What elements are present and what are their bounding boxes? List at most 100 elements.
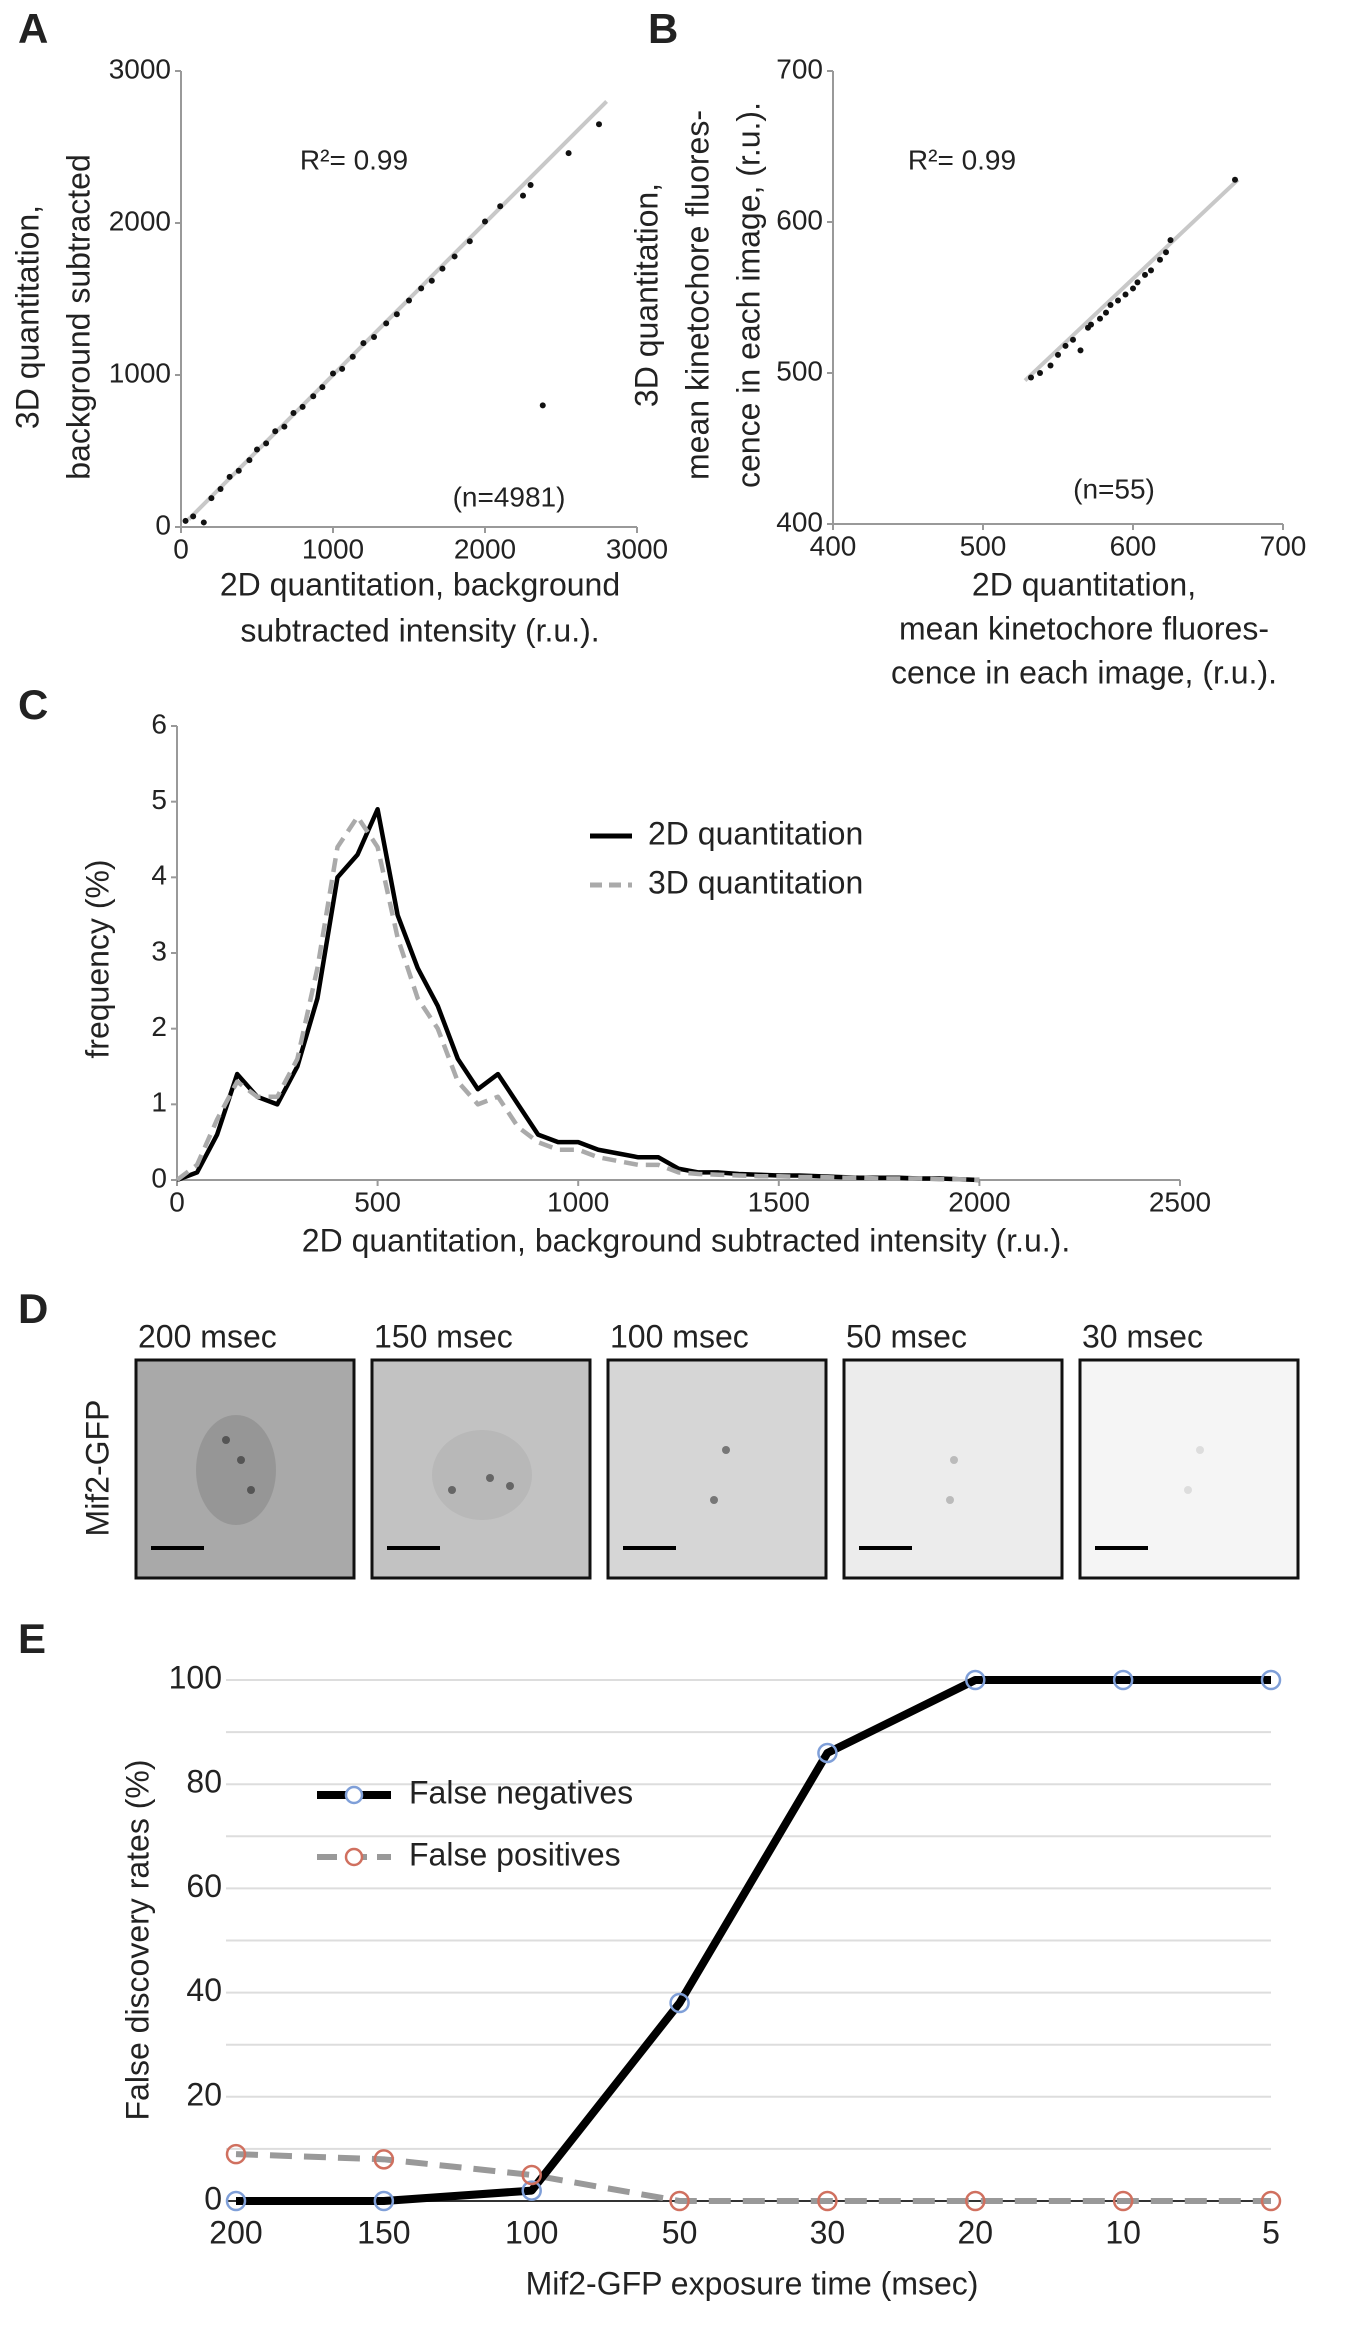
image-label: 100 msec	[610, 1318, 749, 1354]
y-axis-label: mean kinetochore fluores-	[679, 110, 715, 480]
micrograph	[606, 1358, 828, 1580]
legend-label: 3D quantitation	[648, 864, 863, 900]
point	[254, 446, 260, 453]
point	[200, 519, 207, 526]
point	[190, 513, 197, 520]
x-tick-label: 20	[957, 2214, 993, 2250]
x-tick-label: 1000	[547, 1186, 609, 1217]
point	[451, 253, 458, 260]
y-tick-label: 5	[151, 784, 167, 815]
point	[497, 203, 504, 210]
point	[393, 311, 400, 318]
y-tick-label: 2000	[109, 205, 171, 236]
point	[1134, 279, 1141, 286]
y-axis-label: False discovery rates (%)	[119, 1760, 155, 2121]
x-tick-label: 2000	[454, 533, 516, 564]
x-tick-label: 500	[354, 1186, 401, 1217]
panel-letter: E	[18, 1615, 46, 1662]
y-tick-label: 0	[151, 1162, 167, 1193]
point	[565, 150, 572, 157]
point	[226, 473, 233, 480]
spot	[506, 1482, 514, 1490]
y-tick-label: 0	[155, 509, 171, 540]
spot	[222, 1436, 230, 1444]
point	[383, 320, 390, 327]
point	[1070, 336, 1076, 343]
point	[521, 2180, 542, 2201]
image-label: 50 msec	[846, 1318, 967, 1354]
point	[290, 410, 297, 416]
x-tick-label: 50	[662, 2214, 698, 2250]
x-tick-label: 0	[169, 1186, 185, 1217]
y-tick-label: 60	[186, 1868, 222, 1904]
point	[539, 402, 546, 409]
point	[965, 2190, 986, 2212]
point	[817, 1742, 838, 1764]
x-tick-label: 150	[357, 2214, 410, 2250]
y-tick-label: 0	[204, 2180, 222, 2216]
point	[330, 370, 336, 377]
point	[428, 277, 435, 284]
point	[520, 192, 526, 199]
x-tick-label: 30	[810, 2214, 846, 2250]
point	[371, 334, 378, 340]
x-tick-label: 500	[960, 530, 1007, 561]
point	[669, 2190, 690, 2212]
x-axis-label: 2D quantitation,	[972, 566, 1196, 602]
spot	[710, 1496, 718, 1504]
point	[1047, 362, 1054, 369]
point	[208, 495, 215, 502]
point	[1115, 297, 1121, 304]
y-tick-label: 80	[186, 1764, 222, 1800]
point	[1028, 374, 1034, 381]
point	[1077, 347, 1084, 354]
y-tick-label: 40	[186, 1972, 222, 2008]
series-line	[235, 2151, 1271, 2204]
y-axis-label: background subtracted	[60, 154, 96, 480]
point	[527, 182, 534, 188]
x-axis-label: 2D quantitation, background subtracted i…	[302, 1222, 1070, 1258]
x-tick-label: 1000	[302, 533, 364, 564]
point	[406, 297, 412, 304]
legend-label: 2D quantitation	[648, 815, 863, 851]
point	[1260, 1669, 1282, 1691]
point	[1163, 249, 1169, 256]
spot	[237, 1456, 245, 1464]
point	[349, 353, 356, 360]
panel-letter: D	[18, 1285, 48, 1332]
annotation: R²= 0.99	[300, 144, 408, 175]
point	[1122, 291, 1129, 298]
point	[1107, 302, 1114, 309]
point	[1232, 176, 1238, 183]
point	[182, 517, 189, 524]
point	[418, 285, 425, 292]
legend-marker	[344, 1785, 364, 1805]
x-axis-label: subtracted intensity (r.u.).	[240, 612, 599, 648]
y-axis-label: frequency (%)	[79, 859, 115, 1058]
point	[1055, 351, 1061, 358]
y-tick-label: 20	[186, 2076, 222, 2112]
micrograph	[1078, 1358, 1300, 1580]
y-tick-label: 400	[776, 506, 823, 537]
point	[1112, 1669, 1134, 1691]
x-axis-label: mean kinetochore fluores-	[899, 610, 1269, 646]
point	[1112, 2190, 1134, 2212]
point	[246, 457, 253, 464]
point	[817, 2190, 838, 2212]
point	[235, 467, 242, 474]
fit-line	[1023, 178, 1240, 383]
x-tick-label: 5	[1262, 2214, 1280, 2250]
legend-label: False positives	[409, 1836, 621, 1872]
point	[669, 1992, 690, 2014]
point	[281, 423, 288, 430]
spot	[448, 1486, 456, 1494]
x-tick-label: 10	[1105, 2214, 1141, 2250]
series-line	[175, 814, 980, 1183]
sample-size: (n=55)	[1073, 473, 1155, 504]
panel-letter: B	[648, 5, 678, 52]
point	[373, 2149, 395, 2170]
image-label: 150 msec	[374, 1318, 513, 1354]
spot	[1184, 1486, 1192, 1494]
point	[1103, 309, 1109, 316]
spot	[722, 1446, 730, 1454]
